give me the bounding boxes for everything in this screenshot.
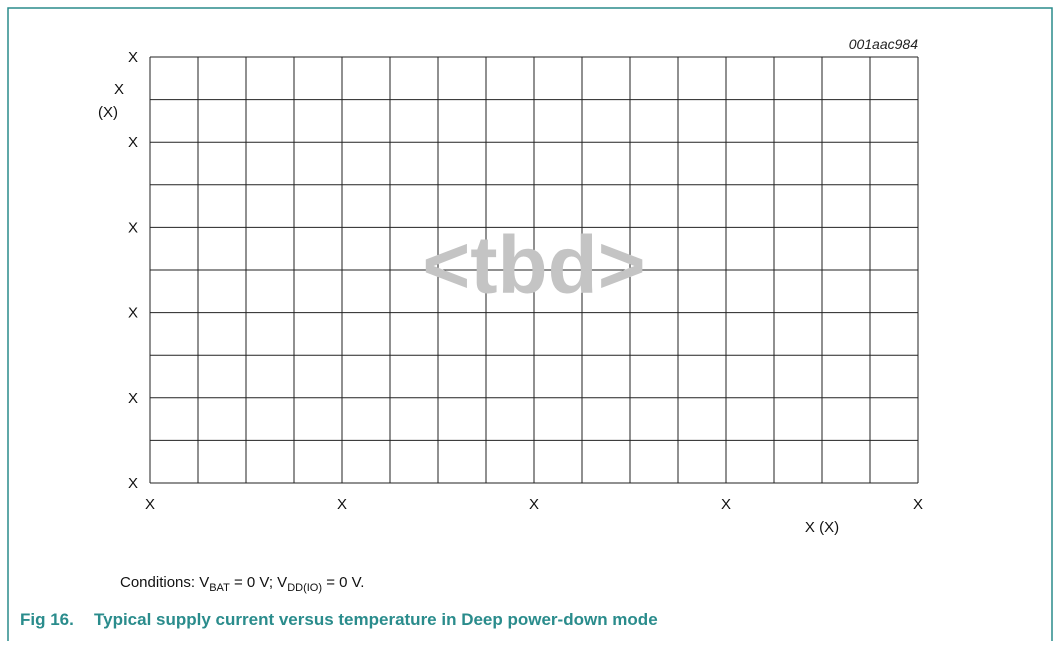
- figure-id: 001aac984: [849, 36, 919, 52]
- y-tick-label: X: [128, 390, 138, 407]
- caption: Fig 16. Typical supply current versus tem…: [20, 610, 658, 629]
- y-tick-label: X: [128, 305, 138, 322]
- grid: [149, 56, 919, 484]
- y-tick-label: X: [128, 475, 138, 492]
- x-tick-label: X: [721, 496, 731, 513]
- frame: [7, 7, 1053, 641]
- watermark: <tbd>: [422, 220, 645, 311]
- y-axis-label: X: [114, 81, 124, 98]
- conditions-text: = 0 V; V: [230, 574, 287, 591]
- y-tick-label: X: [128, 219, 138, 236]
- x-axis-label: X (X): [805, 519, 839, 536]
- caption-text: Typical supply current versus temperatur…: [94, 610, 658, 629]
- y-axis-unit: (X): [98, 104, 118, 121]
- conditions-text: = 0 V.: [322, 574, 364, 591]
- conditions: Conditions: VBAT = 0 V; VDD(IO) = 0 V.: [120, 574, 364, 594]
- conditions-text: Conditions: V: [120, 574, 209, 591]
- y-tick-label: X: [128, 49, 138, 66]
- y-tick-label: X: [128, 134, 138, 151]
- conditions-sub: BAT: [209, 582, 230, 594]
- x-tick-label: X: [145, 496, 155, 513]
- conditions-sub: DD(IO): [287, 582, 322, 594]
- caption-number: Fig 16.: [20, 610, 74, 629]
- x-tick-label: X: [529, 496, 539, 513]
- x-tick-label: X: [913, 496, 923, 513]
- x-tick-label: X: [337, 496, 347, 513]
